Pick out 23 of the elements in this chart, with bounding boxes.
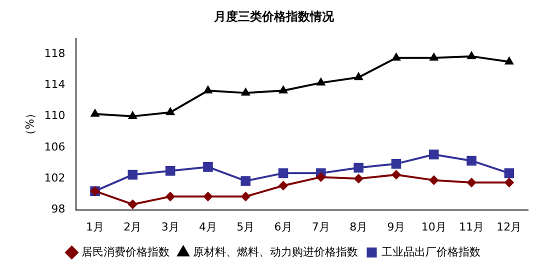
x-tick-label: 1月 bbox=[86, 220, 104, 234]
y-tick-label: 114 bbox=[44, 78, 66, 92]
x-tick-label: 5月 bbox=[236, 220, 255, 234]
legend-label: 居民消费价格指数 bbox=[81, 245, 170, 258]
legend-label: 原材料、燃料、动力购进价格指数 bbox=[192, 245, 358, 258]
x-tick-label: 6月 bbox=[274, 220, 292, 234]
x-tick-label: 10月 bbox=[421, 220, 446, 234]
y-tick-label: 106 bbox=[44, 140, 66, 154]
y-tick-label: 110 bbox=[44, 109, 66, 122]
x-tick-label: 9月 bbox=[387, 220, 406, 234]
x-tick-label: 3月 bbox=[161, 220, 180, 234]
x-tick-label: 12月 bbox=[496, 220, 522, 234]
y-tick-label: 98 bbox=[51, 202, 66, 216]
y-tick-label: 118 bbox=[44, 46, 66, 60]
legend-label: 工业品出厂价格指数 bbox=[381, 245, 480, 258]
x-tick-label: 11月 bbox=[459, 220, 484, 234]
x-tick-label: 4月 bbox=[198, 220, 217, 234]
x-tick-label: 2月 bbox=[124, 220, 142, 234]
y-axis-title: （%） bbox=[23, 108, 36, 140]
chart-title: 月度三类价格指数情况 bbox=[213, 9, 335, 24]
y-tick-label: 102 bbox=[44, 171, 66, 184]
x-tick-label: 7月 bbox=[312, 220, 330, 234]
x-tick-label: 8月 bbox=[350, 220, 368, 234]
